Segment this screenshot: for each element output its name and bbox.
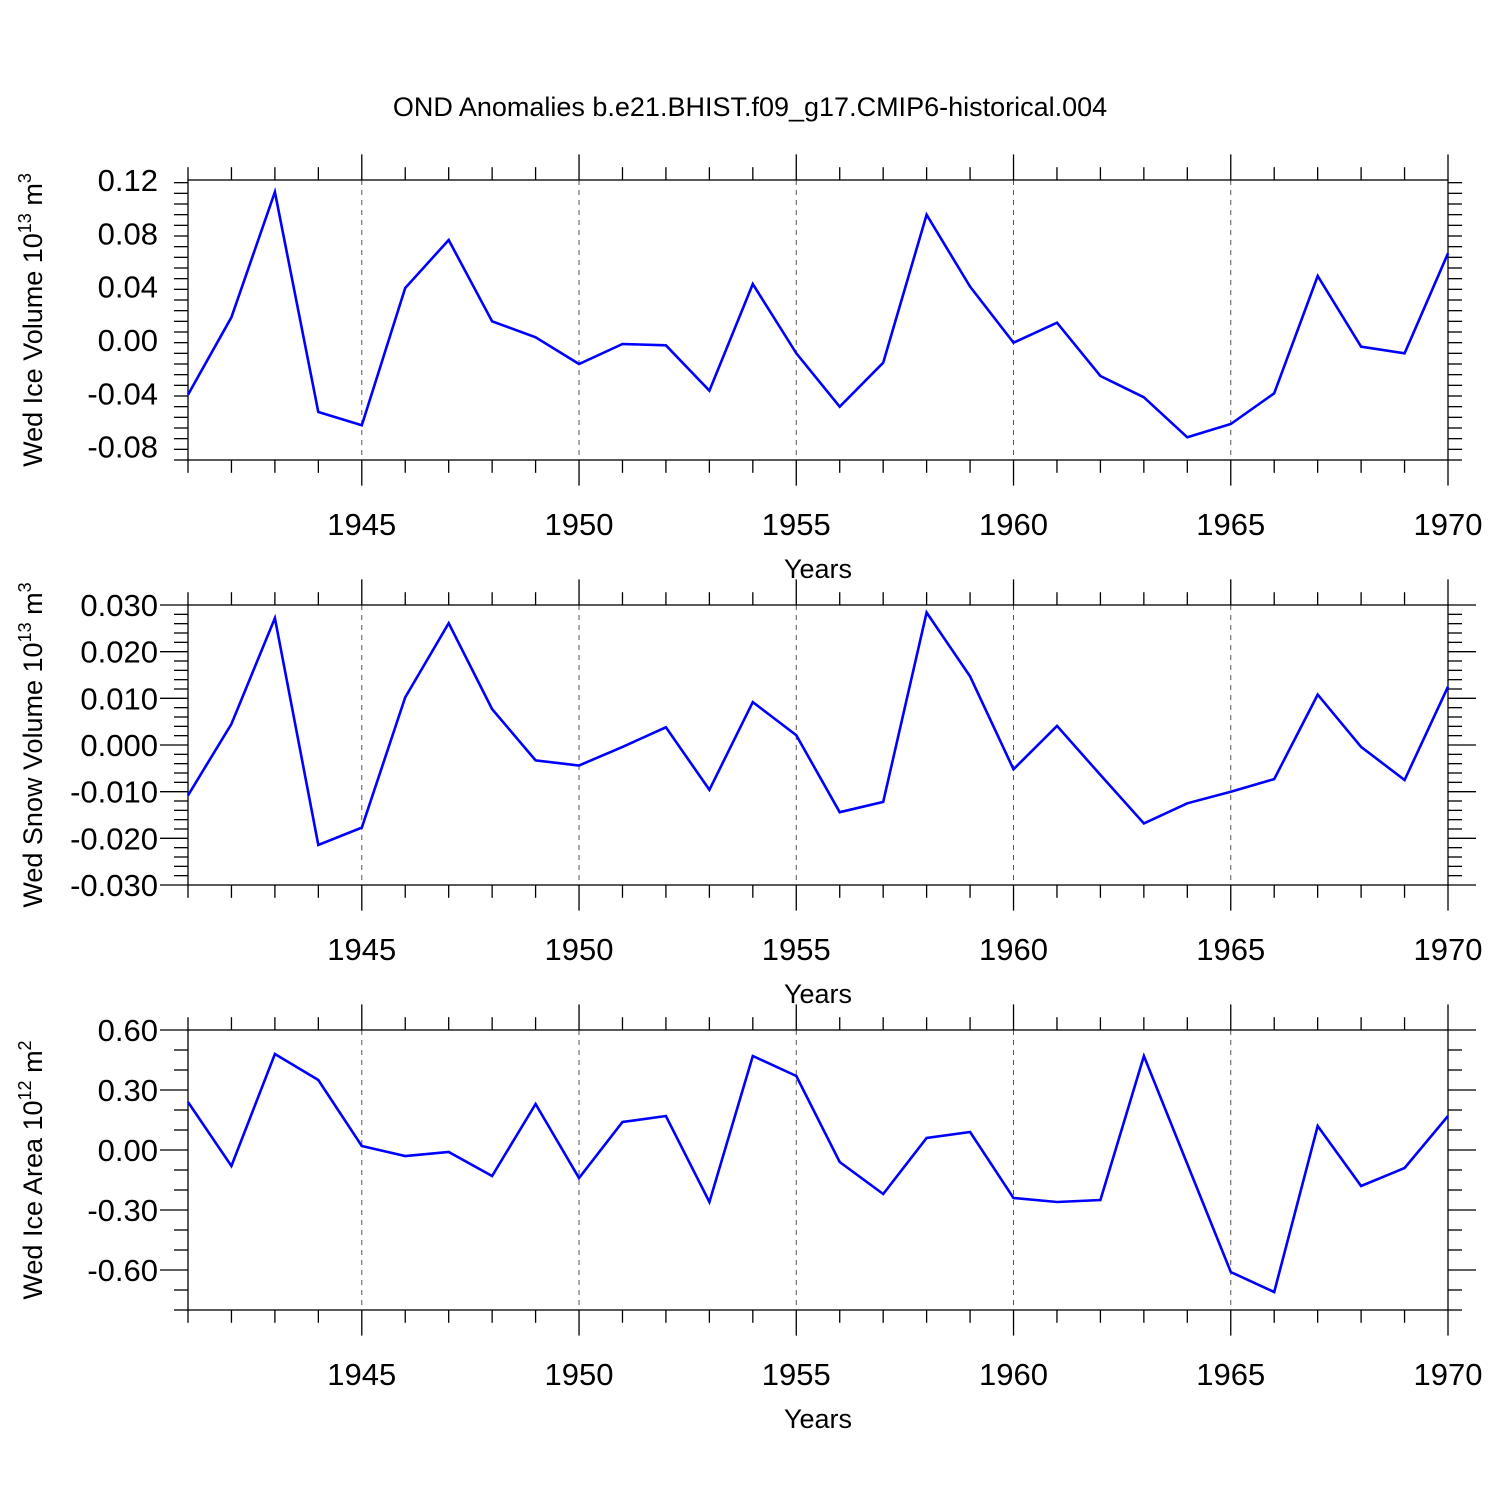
y-tick-label: 0.30: [98, 1073, 158, 1108]
x-tick-label: 1945: [327, 507, 396, 542]
y-tick-label: 0.010: [80, 681, 158, 716]
x-tick-label: 1950: [545, 932, 614, 967]
y-tick-label: 0.020: [80, 635, 158, 670]
x-tick-label: 1970: [1414, 932, 1483, 967]
series-line: [186, 1052, 1449, 1294]
y-tick-label: -0.020: [70, 821, 158, 856]
x-axis-label: Years: [784, 554, 852, 584]
plot-frame: [187, 1029, 1449, 1311]
x-tick-label: 1955: [762, 507, 831, 542]
y-tick-label: 0.60: [98, 1013, 158, 1048]
y-axis-label-text: m: [18, 183, 48, 213]
y-tick-label: -0.08: [87, 430, 158, 465]
y-axis-label-superscript: 2: [15, 1040, 35, 1050]
x-axis-label: Years: [784, 1404, 852, 1434]
y-tick-label: -0.30: [87, 1193, 158, 1228]
x-tick-label: 1970: [1414, 1357, 1483, 1392]
y-axis-label-superscript: 3: [15, 582, 35, 592]
series-line: [186, 187, 1450, 439]
x-axis-label: Years: [784, 979, 852, 1009]
y-tick-label: -0.04: [87, 376, 158, 411]
y-tick-label: 0.030: [80, 588, 158, 623]
y-axis-label: Wed Ice Volume 1013 m3: [15, 173, 48, 467]
series-line: [186, 609, 1450, 847]
y-tick-label: -0.030: [70, 868, 158, 903]
y-axis-label-superscript: 12: [15, 1080, 35, 1100]
x-tick-label: 1960: [979, 932, 1048, 967]
y-tick-label: -0.60: [87, 1253, 158, 1288]
x-tick-label: 1950: [545, 1357, 614, 1392]
chart-panel-1: -0.08 -0.04 0.00 0.04 0.08 0.12 1945 1950 1955 19…: [15, 154, 1482, 584]
x-tick-label: 1965: [1196, 507, 1265, 542]
chart-panels: -0.08 -0.04 0.00 0.04 0.08 0.12 1945 1950 1955 19…: [15, 154, 1482, 1434]
y-axis-label-text: Wed Ice Area 10: [18, 1100, 48, 1299]
chart-title: OND Anomalies b.e21.BHIST.f09_g17.CMIP6-…: [393, 92, 1107, 122]
x-tick-label: 1950: [545, 507, 614, 542]
chart-panel-2: -0.030 -0.020 -0.010 0.000 0.010 0.020 0.030 19…: [15, 579, 1482, 1009]
y-tick-label: 0.08: [98, 216, 158, 251]
y-axis-label-superscript: 3: [15, 173, 35, 183]
y-tick-label: 0.00: [98, 323, 158, 358]
chart-panel-3: -0.60 -0.30 0.00 0.30 0.60 1945 1950 1955 1960 19…: [15, 1004, 1482, 1434]
plot-frame: [187, 179, 1449, 461]
y-axis-label-superscript: 13: [15, 622, 35, 642]
x-tick-label: 1945: [327, 932, 396, 967]
x-tick-label: 1960: [979, 507, 1048, 542]
y-tick-label: 0.12: [98, 163, 158, 198]
y-axis-label: Wed Ice Area 1012 m2: [15, 1040, 48, 1299]
x-tick-label: 1960: [979, 1357, 1048, 1392]
x-tick-label: 1970: [1414, 507, 1483, 542]
y-axis-label-text: Wed Snow Volume 10: [18, 642, 48, 907]
y-axis-label-text: m: [18, 1050, 48, 1080]
y-tick-label: 0.000: [80, 728, 158, 763]
y-tick-label: -0.010: [70, 775, 158, 810]
x-tick-label: 1955: [762, 1357, 831, 1392]
x-tick-label: 1965: [1196, 932, 1265, 967]
y-axis-label-superscript: 13: [15, 213, 35, 233]
x-tick-label: 1955: [762, 932, 831, 967]
plot-frame: [187, 604, 1449, 886]
x-tick-label: 1965: [1196, 1357, 1265, 1392]
y-tick-label: 0.04: [98, 270, 158, 305]
y-axis-label-text: m: [18, 592, 48, 622]
x-tick-label: 1945: [327, 1357, 396, 1392]
y-axis-label: Wed Snow Volume 1013 m3: [15, 582, 48, 907]
y-axis-label-text: Wed Ice Volume 10: [18, 233, 48, 467]
y-tick-label: 0.00: [98, 1133, 158, 1168]
